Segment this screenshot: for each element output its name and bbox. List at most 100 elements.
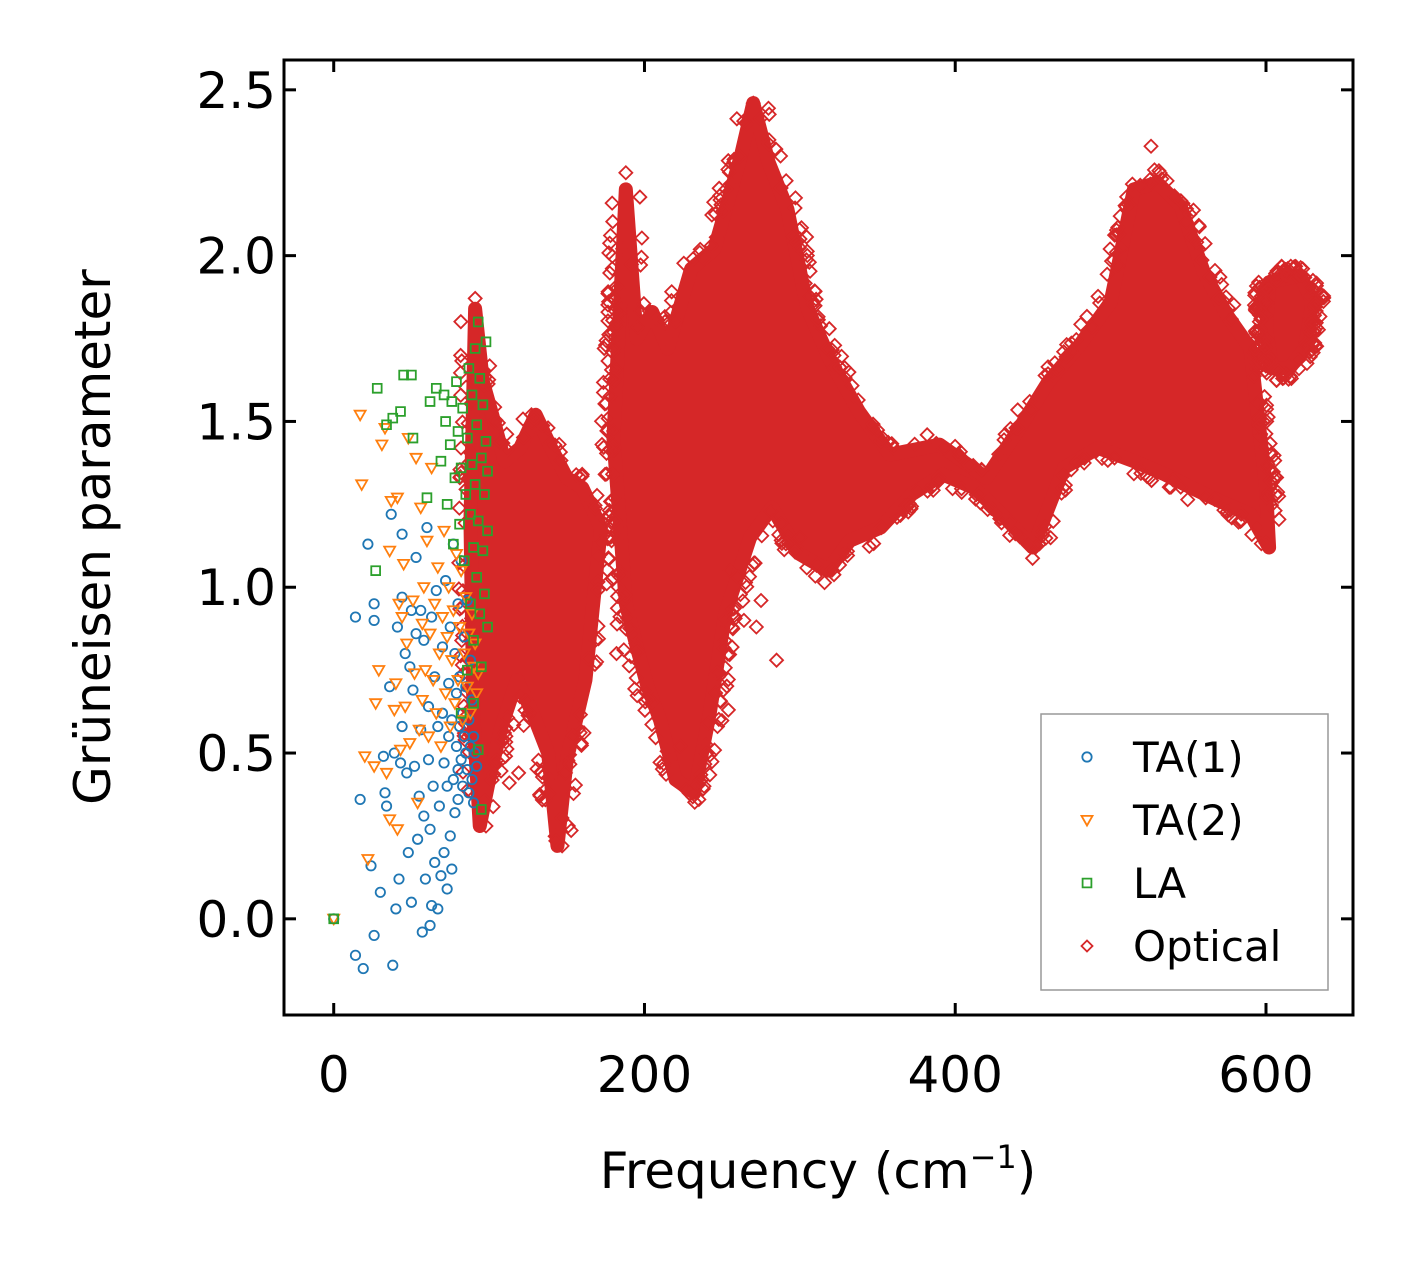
optical-point	[1289, 351, 1306, 368]
optical-point	[603, 325, 619, 341]
optical-point	[637, 702, 653, 719]
optical-point	[691, 791, 707, 808]
optical-point	[1110, 226, 1127, 242]
ta1-point	[466, 773, 478, 786]
ta1-point	[368, 614, 380, 626]
optical-point	[1118, 189, 1135, 205]
optical-point	[603, 532, 620, 549]
optical-point	[486, 766, 502, 782]
optical-point	[1057, 477, 1074, 493]
ta1-point	[357, 963, 369, 975]
optical-point	[573, 737, 590, 754]
optical-point	[515, 717, 532, 734]
optical-point	[600, 353, 616, 369]
optical-point	[1223, 311, 1240, 327]
la-point	[370, 565, 381, 576]
optical-point	[498, 720, 514, 736]
optical-point	[1252, 426, 1269, 442]
la-point	[430, 382, 442, 394]
plot-data-layer	[326, 95, 1332, 975]
ta1-point	[424, 823, 436, 835]
optical-point	[726, 151, 742, 168]
optical-point	[707, 206, 724, 222]
optical-point	[663, 304, 679, 321]
optical-point	[672, 738, 688, 755]
optical-point	[1063, 335, 1080, 351]
optical-point	[618, 621, 635, 637]
ta2-point	[390, 824, 405, 837]
optical-point	[567, 777, 584, 793]
optical-point	[741, 568, 758, 585]
ta1-point	[450, 687, 463, 699]
optical-point	[1258, 426, 1274, 442]
optical-point	[1258, 401, 1275, 417]
optical-point	[1076, 450, 1093, 467]
ta2-point	[419, 535, 434, 549]
optical-point	[798, 229, 815, 245]
optical-point	[485, 798, 501, 815]
optical-point	[607, 513, 623, 529]
optical-point	[1179, 491, 1196, 508]
optical-point	[481, 358, 498, 374]
optical-point	[652, 754, 668, 771]
la-point	[457, 402, 468, 414]
optical-point	[952, 444, 969, 460]
la-point	[476, 804, 487, 815]
optical-point	[676, 255, 692, 272]
optical-point	[1248, 325, 1265, 342]
optical-point	[499, 442, 515, 458]
ta2-point	[444, 655, 459, 668]
legend-marker-ta1	[1081, 751, 1093, 763]
optical-point	[798, 252, 815, 268]
ta2-point	[402, 738, 417, 751]
ta1-point	[426, 611, 438, 623]
optical-point	[1133, 465, 1149, 482]
optical-point	[910, 482, 926, 499]
optical-point	[726, 600, 743, 616]
optical-point	[717, 660, 734, 676]
optical-point	[717, 632, 733, 649]
optical-point	[793, 547, 810, 564]
optical-point	[1185, 202, 1202, 218]
optical-point	[732, 586, 749, 603]
optical-point	[930, 473, 947, 489]
optical-point	[961, 457, 977, 473]
la-point	[424, 396, 436, 407]
optical-point	[1197, 235, 1213, 252]
ta1-point	[391, 621, 404, 633]
ta2-point	[438, 688, 453, 701]
la-point	[407, 432, 419, 444]
optical-point	[797, 275, 814, 292]
la-point	[480, 336, 492, 348]
optical-point	[1058, 336, 1075, 353]
optical-point	[831, 557, 848, 573]
optical-point	[1094, 450, 1110, 467]
optical-point	[1213, 276, 1230, 293]
optical-point	[644, 694, 660, 711]
optical-point	[606, 468, 623, 485]
optical-point	[1117, 197, 1133, 214]
optical-point	[1306, 307, 1323, 324]
optical-point	[599, 423, 615, 439]
optical-point	[618, 164, 634, 181]
ta2-point	[382, 545, 397, 559]
optical-point	[1146, 162, 1163, 178]
ta1-point	[452, 793, 464, 806]
optical-point	[587, 497, 603, 514]
ta2-point	[353, 409, 368, 423]
optical-point	[807, 283, 823, 300]
ta1-point	[407, 684, 419, 696]
optical-point	[1143, 472, 1160, 489]
ta1-point	[368, 598, 380, 610]
ta1-point	[447, 538, 459, 550]
ta2-point	[416, 582, 431, 595]
y-axis-label: Grüneisen parameter	[64, 269, 122, 805]
optical-point	[501, 775, 518, 791]
ta1-point	[374, 886, 386, 898]
optical-point	[632, 189, 648, 205]
optical-point	[752, 110, 769, 127]
optical-point	[493, 763, 509, 779]
optical-point	[647, 729, 664, 746]
ta1-point	[440, 575, 452, 587]
ta1-point	[377, 750, 390, 762]
